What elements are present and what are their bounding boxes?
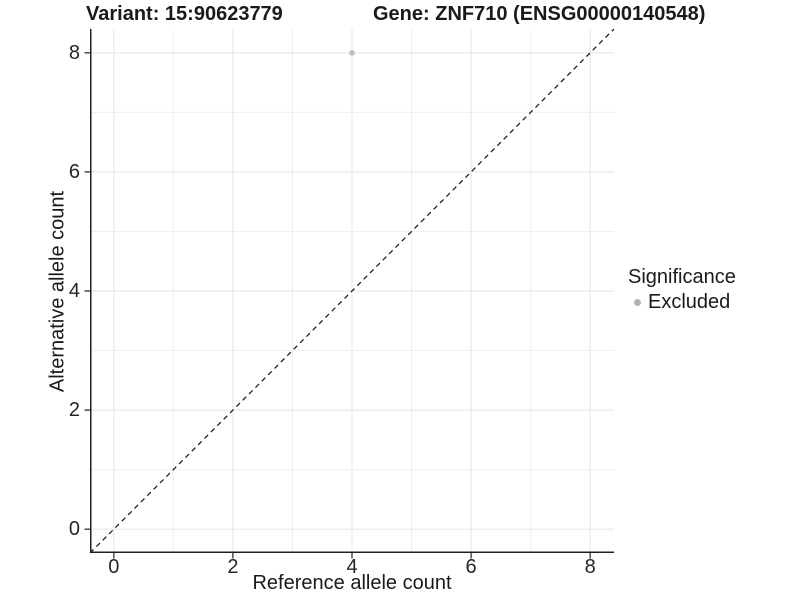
excluded-point-icon	[633, 299, 641, 306]
y-tick-label-8: 8	[68, 41, 80, 64]
legend-key	[628, 294, 646, 312]
x-tick-label-6: 6	[465, 556, 477, 578]
data-point-excluded	[349, 50, 355, 56]
y-tick-label-2: 2	[68, 399, 80, 422]
x-tick-label-4: 4	[346, 556, 358, 578]
legend-title: Significance	[628, 266, 736, 288]
x-tick-label-2: 2	[227, 556, 239, 578]
gene-title: Gene: ZNF710 (ENSG00000140548)	[373, 3, 706, 25]
plot-canvas	[84, 28, 615, 559]
x-tick-label-0: 0	[108, 556, 120, 578]
y-tick-label-4: 4	[68, 280, 80, 302]
variant-title: Variant: 15:90623779	[86, 3, 283, 25]
y-tick-label-0: 0	[68, 518, 80, 541]
identity-dashed-line	[89, 28, 615, 554]
legend-entry-label: Excluded	[648, 291, 731, 313]
x-axis-title: Reference allele count	[252, 572, 452, 594]
legend: Significance Excluded	[628, 266, 736, 314]
legend-entry-excluded: Excluded	[628, 291, 736, 314]
x-tick-label-8: 8	[584, 556, 596, 578]
plot-panel	[84, 28, 615, 559]
y-tick-label-6: 6	[68, 160, 80, 183]
